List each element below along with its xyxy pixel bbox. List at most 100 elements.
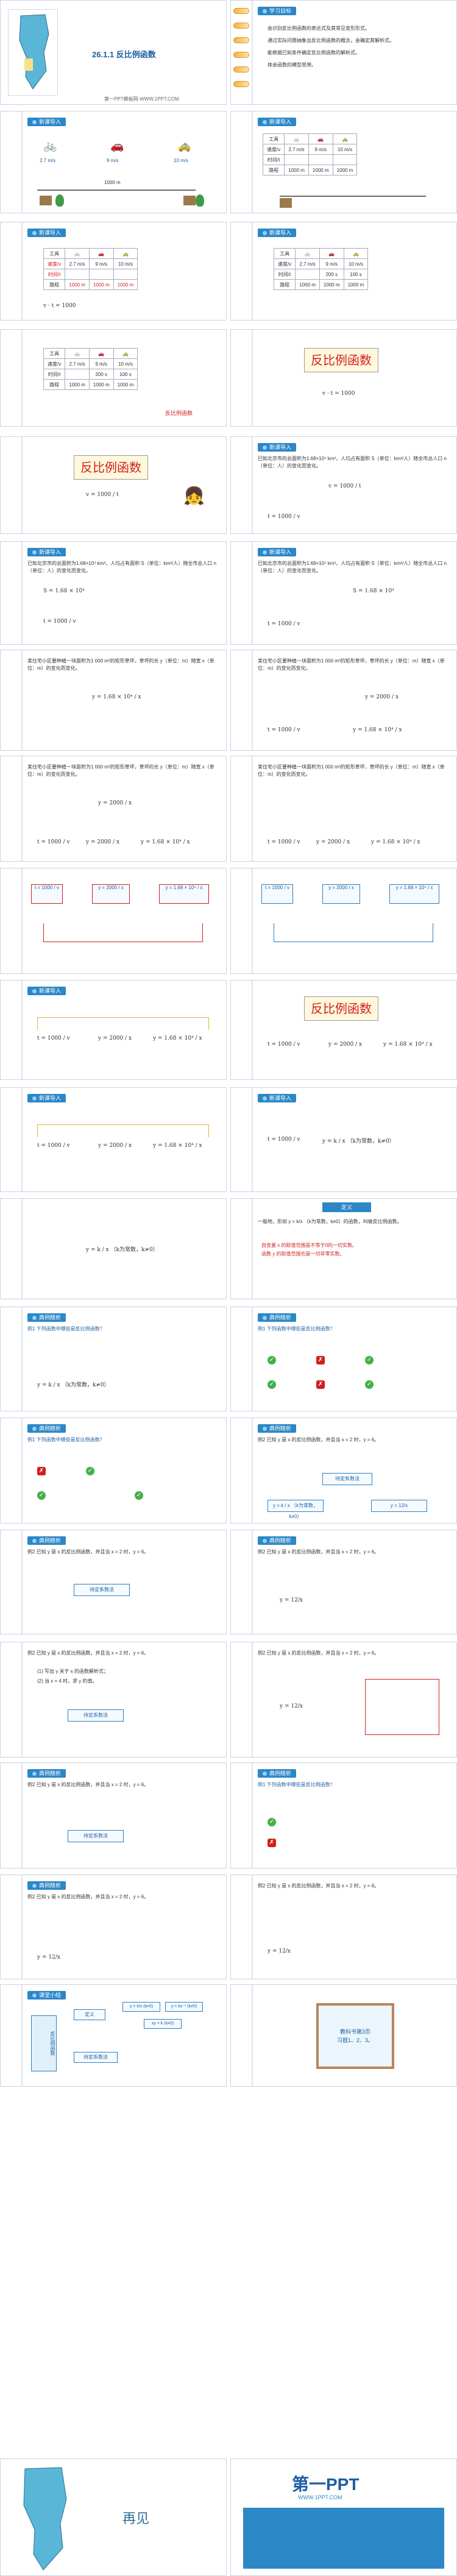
table-cell [332,154,358,165]
slide-word-banner-3[interactable]: 反比例函数 t = 1000 / v y = 2000 / x y = 1.68… [230,980,457,1080]
table-row-label: 速度/v [262,144,285,155]
table-cell: 1000 m [308,165,333,176]
brand-logo: 第一PPT [292,2475,360,2494]
example-title: 例1 下列函数中哪些是反比例函数？ [27,1326,105,1332]
objectives-list: 会识别反比例函数的表达式及其常见变形形式。 通过实际问题抽象出反比例函数的概念，… [267,23,450,71]
check-icon: ✓ [37,1491,46,1500]
slide-cover[interactable]: 26.1.1 反比例函数 第一PPT模板网-WWW.1PPT.COM [0,0,227,105]
slide-objectives[interactable]: 学习目标 会识别反比例函数的表达式及其常见变形形式。 通过实际问题抽象出反比例函… [230,0,457,105]
slide-summary[interactable]: 课堂小结 反比例函数 定义 待定系数法 y = k/x (k≠0) y = kx… [0,1984,227,2087]
table-cell: 9 m/s [308,144,333,155]
slide-exercise-3[interactable]: 典例精析 例2 已知 y 是 x 的反比例函数，并且当 x = 2 时，y = … [0,1875,227,1979]
slide-word-banner[interactable]: 反比例函数 v · t = 1000 [230,329,457,427]
spiral-binding [231,1199,253,1299]
slide-example2-b[interactable]: 典例精析 例2 已知 y 是 x 的反比例函数，并且当 x = 2 时，y = … [230,1530,457,1634]
slide-area-problem-3[interactable]: 新课导入 已知北京市的总面积为1.68×10⁴ km²，人均占有面积 S（单位：… [230,541,457,645]
check-icon: ✓ [135,1491,143,1500]
spiral-binding [1,1199,23,1299]
spiral-binding [1,1875,23,1979]
homework-text: 教科书第3页 习题1、2、3。 [319,2028,392,2045]
table-row-label: 时间/t [262,154,285,165]
slide-example2-d[interactable]: 例2 已知 y 是 x 的反比例函数，并且当 x = 2 时，y = 6。 y … [230,1642,457,1758]
slide-vehicles-2[interactable]: 新课导入 工具 🚲 🚗 🚕 速度/v 2.7 m/s 9 m/s 10 m/s 时间/t 路… [230,111,457,213]
student-icon: 👧 [183,486,205,505]
slide-table-plain[interactable]: 新课导入 工具 🚲 🚗 🚕 速度/v 2.7 m/s 9 m/s 10 m/s 时间/t 20… [230,222,457,321]
slide-boxes-red[interactable]: t = 1000 / v y = 2000 / x y = 1.68 × 10⁴… [0,868,227,974]
check-icon: ✓ [86,1467,94,1475]
table-row-label: 时间/t [43,369,66,380]
province-map-icon [23,2467,67,2571]
slide-bracket-yellow-2[interactable]: 新课导入 t = 1000 / v y = 2000 / x y = 1.68 … [0,1087,227,1192]
tree-icon [196,194,204,207]
slide-definition-short[interactable]: y = k / x （k为常数，k≠0） [0,1198,227,1299]
slide-area-problem[interactable]: 新课导入 已知北京市的总面积为1.68×10⁴ km²，人均占有面积 S（单位：… [230,436,457,534]
section-label: 新课导入 [269,119,292,125]
taxi-icon: 🚕 [113,248,138,259]
slide-method[interactable]: 典例精析 例2 已知 y 是 x 的反比例函数，并且当 x = 2 时，y = … [230,1418,457,1524]
spiral-binding [231,1875,253,1979]
spiral-binding [1,1763,23,1868]
ending-slide[interactable]: 再见 第一PPT WWW.1PPT.COM [0,2458,457,2576]
slide-homework[interactable]: 教科书第3页 习题1、2、3。 [230,1984,457,2087]
ring-icon [233,66,249,73]
slide-exercise-4[interactable]: 例2 已知 y 是 x 的反比例函数，并且当 x = 2 时，y = 6。 y … [230,1875,457,1979]
y-formula: y = 1.68 × 10⁴ / x [153,1143,202,1149]
spiral-binding [1,1418,23,1523]
slide-table-word[interactable]: 工具 🚲 🚗 🚕 速度/v 2.7 m/s 9 m/s 10 m/s 时间/t 200 s 10… [0,329,227,427]
problem-text: 已知北京市的总面积为1.68×10⁴ km²，人均占有面积 S（单位：km²/人… [258,561,447,573]
spiral-binding [231,868,253,973]
brand-panel: 第一PPT WWW.1PPT.COM [230,2458,457,2576]
example-title: 例2 已知 y 是 x 的反比例函数，并且当 x = 2 时，y = 6。 [27,1894,149,1900]
practice-tag: 典例精析 [258,1769,297,1778]
dot-icon [32,1772,37,1776]
method-box: 待定系数法 [322,1473,372,1485]
box-formula: y = 1.68 × 10⁴ / x [165,885,203,890]
slide-word-banner-2[interactable]: 反比例函数 v = 1000 / t 👧 [0,436,227,534]
slide-lawn-2[interactable]: 某住宅小区要种植一块面积为1 000 m²的矩形草坪，草坪的长 y（单位：m）随… [230,650,457,751]
dot-icon [32,1096,37,1101]
slide-example1-b[interactable]: 典例精析 例1 下列函数中哪些是反比例函数？ ✓ ✗ ✓ ✓ ✗ ✓ [230,1307,457,1411]
y-2000-formula: y = 2000 / x [98,1035,132,1041]
table-cell: 1000 m [65,279,90,290]
bicycle-icon: 🚲 [65,348,90,359]
slide-exercise-2[interactable]: 典例精析 例1 下列函数中哪些是反比例函数？ ✓ ✗ [230,1762,457,1868]
table-row-label: 速度/v [43,258,66,269]
vehicles-table: 工具 🚲 🚗 🚕 速度/v 2.7 m/s 9 m/s 10 m/s 时间/t 200 s 10… [273,248,369,290]
t-formula: t = 1000 / v [267,1041,300,1048]
slide-table-red[interactable]: 新课导入 工具 🚲 🚗 🚕 速度/v 2.7 m/s 9 m/s 10 m/s 时间/t 路… [0,222,227,321]
new-lesson-tag: 新课导入 [258,1094,297,1102]
example-questions: (1) 写出 y 关于 x 的函数解析式； (2) 当 x = 4 时，求 y … [37,1667,108,1686]
section-label: 课堂小结 [39,1992,62,1998]
slide-general-form[interactable]: 新课导入 t = 1000 / v y = k / x （k为常数，k≠0） [230,1087,457,1192]
t-formula: t = 1000 / v [37,1143,70,1149]
table-cell [113,269,138,280]
table-cell: 2.7 m/s [295,258,320,269]
formula-box: t = 1000 / v [261,884,293,904]
vt-formula: v · t = 1000 [43,303,76,309]
slide-example2-c[interactable]: 例2 已知 y 是 x 的反比例函数，并且当 x = 2 时，y = 6。 (1… [0,1642,227,1758]
map-picture [8,9,58,96]
taxi-icon: 🚕 [177,140,191,152]
slide-definition[interactable]: 定义 一般地，形如 y = k/x （k为常数，k≠0）的函数，叫做反比例函数。… [230,1198,457,1299]
slide-lawn-3[interactable]: 某住宅小区要种植一块面积为1 000 m²的矩形草坪，草坪的长 y（单位：m）随… [0,756,227,862]
slide-lawn-4[interactable]: 某住宅小区要种植一块面积为1 000 m²的矩形草坪，草坪的长 y（单位：m）随… [230,756,457,862]
definition-line: 一般地，形如 y = k/x （k为常数，k≠0）的函数，叫做反比例函数。 [258,1219,402,1224]
slide-example2-a[interactable]: 典例精析 例2 已知 y 是 x 的反比例函数，并且当 x = 2 时，y = … [0,1530,227,1634]
spiral-binding [1,437,23,533]
spiral-binding [1,1530,23,1634]
table-cell [295,269,320,280]
slide-lawn-1[interactable]: 某住宅小区要种植一块面积为1 000 m²的矩形草坪，草坪的长 y（单位：m）随… [0,650,227,751]
dot-icon [263,1096,267,1101]
definition-word-banner: 反比例函数 [304,348,378,372]
dot-icon [32,1316,37,1321]
slide-example1-c[interactable]: 典例精析 例1 下列函数中哪些是反比例函数？ ✗ ✓ ✓ ✓ [0,1418,227,1524]
slide-bracket-yellow[interactable]: 新课导入 t = 1000 / v y = 2000 / x y = 1.68 … [0,980,227,1080]
slide-boxes-blue[interactable]: t = 1000 / v y = 2000 / x y = 1.68 × 10⁴… [230,868,457,974]
table-row-label: 路程 [262,165,285,176]
slide-example1-a[interactable]: 典例精析 例1 下列函数中哪些是反比例函数？ y = k / x （k为常数，k… [0,1307,227,1411]
spiral-binding [1,1985,23,2086]
slide-area-problem-2[interactable]: 新课导入 已知北京市的总面积为1.68×10⁴ km²，人均占有面积 S（单位：… [0,541,227,645]
slide-vehicles-1[interactable]: 新课导入 🚲 🚗 🚕 2.7 m/s 9 m/s 10 m/s 1000 m [0,111,227,213]
slide-exercise-1[interactable]: 典例精析 例2 已知 y 是 x 的反比例函数，并且当 x = 2 时，y = … [0,1762,227,1868]
check-icon: ✓ [267,1356,276,1364]
